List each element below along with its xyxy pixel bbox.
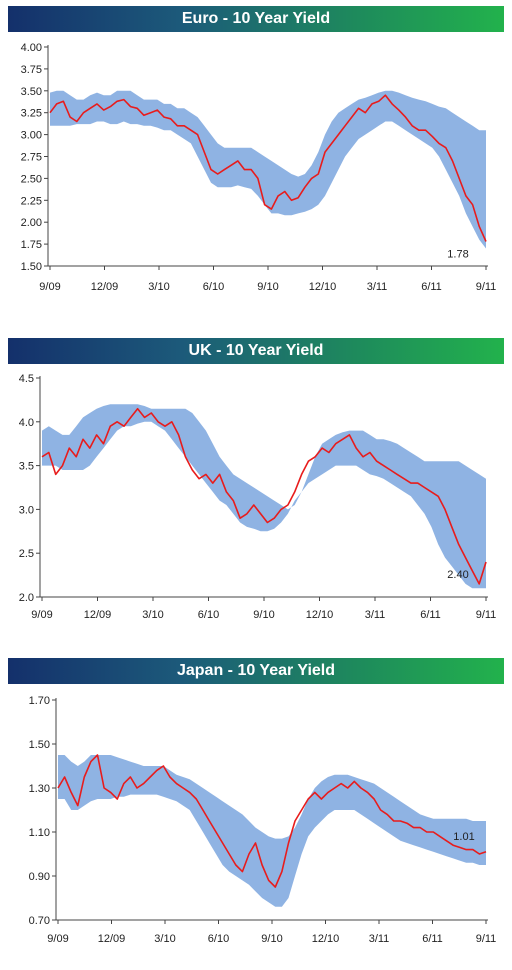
y-tick-label: 2.75 (21, 152, 42, 164)
x-tick-label: 12/10 (306, 609, 334, 621)
end-value-label: 1.78 (447, 248, 468, 260)
x-tick-label: 9/10 (253, 609, 274, 621)
x-tick-label: 12/10 (312, 933, 340, 945)
y-tick-label: 3.0 (19, 504, 34, 516)
y-tick-label: 2.50 (21, 173, 42, 185)
x-tick-label: 9/09 (31, 609, 52, 621)
y-tick-label: 4.0 (19, 417, 34, 429)
y-tick-label: 0.90 (29, 871, 50, 883)
y-tick-label: 4.5 (19, 373, 34, 385)
y-tick-label: 3.5 (19, 461, 34, 473)
x-tick-label: 3/10 (148, 281, 169, 293)
y-tick-label: 3.00 (21, 130, 42, 142)
end-value-label: 2.40 (447, 569, 468, 581)
x-tick-label: 3/10 (154, 933, 175, 945)
y-tick-label: 0.70 (29, 915, 50, 927)
range-band (58, 755, 486, 907)
chart-title-japan: Japan - 10 Year Yield (8, 658, 504, 684)
x-tick-label: 3/11 (365, 609, 386, 621)
x-tick-label: 9/09 (47, 933, 68, 945)
x-tick-label: 3/11 (367, 281, 388, 293)
y-tick-label: 2.25 (21, 195, 42, 207)
x-tick-label: 6/11 (422, 933, 443, 945)
yield-line (57, 754, 487, 888)
y-tick-label: 2.5 (19, 548, 34, 560)
y-tick-label: 1.75 (21, 239, 42, 251)
chart-panel-uk: UK - 10 Year Yield 4.5 4.0 3.5 3.0 2.5 2.0 9/0… (0, 330, 512, 630)
chart-panel-euro: Euro - 10 Year Yield 4.00 3.75 3.50 3.25 3.0… (0, 0, 512, 300)
chart-uk: 4.5 4.0 3.5 3.0 2.5 2.0 9/09 12/09 3/10 6/10 9/10 1… (19, 373, 497, 621)
y-tick-label: 1.30 (29, 783, 50, 795)
y-tick-label: 4.00 (21, 42, 42, 54)
y-tick-label: 1.10 (29, 827, 50, 839)
y-tick-label: 2.0 (19, 592, 34, 604)
y-tick-label: 3.50 (21, 86, 42, 98)
y-tick-label: 3.25 (21, 108, 42, 120)
chart-panel-japan: Japan - 10 Year Yield 1.70 1.50 1.30 1.10 0.… (0, 652, 512, 970)
x-tick-label: 6/10 (198, 609, 219, 621)
x-tick-label: 3/11 (369, 933, 390, 945)
chart-title-euro: Euro - 10 Year Yield (8, 6, 504, 32)
chart-japan: 1.70 1.50 1.30 1.10 0.90 0.70 9/09 12/09 3/10 6/1… (29, 695, 497, 945)
x-tick-label: 6/11 (421, 281, 442, 293)
x-tick-label: 3/10 (142, 609, 163, 621)
chart-title-uk: UK - 10 Year Yield (8, 338, 504, 364)
x-tick-label: 9/11 (476, 281, 497, 293)
yield-line (49, 94, 487, 242)
x-tick-label: 12/10 (309, 281, 337, 293)
x-tick-label: 9/10 (257, 281, 278, 293)
x-tick-label: 9/11 (476, 933, 497, 945)
y-tick-label: 1.50 (21, 261, 42, 273)
y-tick-label: 3.75 (21, 64, 42, 76)
yield-line (41, 407, 487, 585)
y-tick-label: 2.00 (21, 217, 42, 229)
x-tick-label: 9/10 (261, 933, 282, 945)
x-tick-label: 12/09 (84, 609, 112, 621)
x-tick-label: 9/11 (476, 609, 497, 621)
y-tick-label: 1.50 (29, 739, 50, 751)
range-band (50, 90, 486, 249)
range-band (42, 404, 486, 589)
x-tick-label: 6/10 (208, 933, 229, 945)
y-tick-label: 1.70 (29, 695, 50, 707)
x-tick-label: 6/11 (420, 609, 441, 621)
x-tick-label: 9/09 (39, 281, 60, 293)
x-tick-label: 6/10 (203, 281, 224, 293)
x-tick-label: 12/09 (91, 281, 119, 293)
end-value-label: 1.01 (453, 831, 474, 843)
x-tick-label: 12/09 (98, 933, 126, 945)
chart-euro: 4.00 3.75 3.50 3.25 3.00 2.75 2.50 2.25 2.00 1.75… (21, 42, 497, 293)
